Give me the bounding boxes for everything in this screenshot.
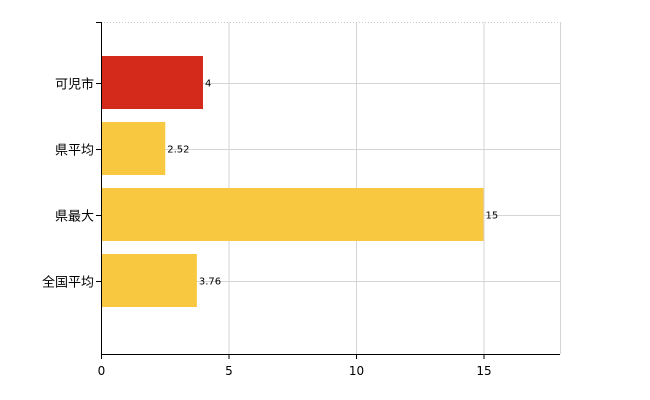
bar <box>102 122 166 175</box>
bar <box>102 56 203 109</box>
data-label: 3.76 <box>199 277 221 288</box>
category-label: 全国平均 <box>42 275 94 291</box>
data-label: 2.52 <box>167 145 189 156</box>
category-label: 県平均 <box>55 144 94 159</box>
bars <box>102 56 484 307</box>
x-tick-label: 10 <box>349 364 364 378</box>
bar <box>102 254 197 307</box>
axes <box>96 22 560 359</box>
data-label: 15 <box>486 211 499 222</box>
data-label: 4 <box>205 79 211 90</box>
bar <box>102 188 484 241</box>
x-tick-label: 15 <box>476 364 491 378</box>
category-label: 県最大 <box>55 210 94 225</box>
x-tick-label: 5 <box>225 364 233 378</box>
x-tick-label: 0 <box>98 364 106 378</box>
category-label: 可児市 <box>55 77 94 93</box>
